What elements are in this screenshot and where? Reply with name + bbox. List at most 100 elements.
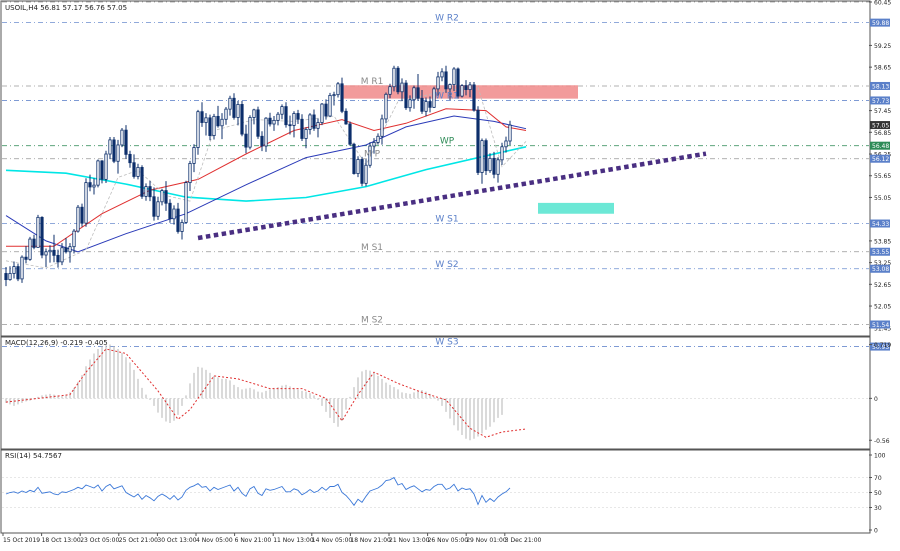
candle — [296, 109, 300, 124]
candle — [472, 81, 476, 112]
price-tag-label: 56.48 — [872, 143, 889, 150]
candle — [308, 113, 312, 135]
rsi-pane — [0, 449, 871, 534]
rsi-line — [5, 476, 511, 507]
candle-body — [320, 103, 324, 123]
candle — [216, 105, 220, 128]
candle-body — [380, 118, 384, 137]
candle-body — [140, 167, 144, 197]
candle — [44, 248, 48, 267]
candle-body — [164, 190, 168, 204]
candle-body — [336, 83, 340, 96]
candle-body — [508, 124, 512, 142]
candle-body — [196, 111, 200, 148]
candle — [108, 137, 112, 160]
candle-body — [316, 122, 320, 129]
candle-body — [280, 106, 284, 115]
candle — [156, 196, 160, 220]
candle-body — [392, 67, 396, 88]
candle-body — [48, 249, 52, 253]
candle — [340, 77, 344, 114]
candle — [388, 83, 392, 99]
candle — [464, 80, 468, 96]
price-tag-label: 54.33 — [872, 221, 889, 228]
candle — [352, 142, 356, 175]
candle — [480, 138, 484, 184]
candle — [344, 108, 348, 125]
candle-body — [88, 182, 92, 188]
pivot-label: W S3 — [435, 338, 458, 348]
candle — [420, 89, 424, 114]
rsi-tick-label: 100 — [874, 453, 886, 460]
candle-body — [136, 167, 140, 177]
candle-body — [332, 94, 336, 97]
candle — [176, 202, 180, 234]
x-tick-label: 14 Nov 05:00 — [312, 537, 353, 544]
candle-body — [84, 182, 88, 224]
candle — [248, 115, 252, 150]
candle — [24, 245, 28, 264]
candle-body — [384, 93, 388, 120]
candle — [416, 74, 420, 101]
price-tag-label: 57.05 — [872, 122, 889, 129]
candle — [436, 71, 440, 96]
candle — [268, 112, 272, 127]
candle — [292, 111, 296, 138]
target-zone — [538, 202, 614, 214]
candle — [468, 81, 472, 98]
candle-body — [484, 140, 488, 172]
candle-body — [460, 85, 464, 97]
x-tick-label: 30 Oct 13:00 — [157, 537, 196, 544]
rsi-tick-label: 70 — [874, 475, 882, 482]
candle — [60, 243, 64, 266]
candle-body — [228, 97, 232, 110]
candle — [168, 199, 172, 223]
candle-body — [72, 230, 76, 248]
candle — [364, 159, 368, 187]
candle — [392, 65, 396, 92]
candle — [256, 106, 260, 139]
candle — [456, 67, 460, 99]
candle — [444, 65, 448, 93]
rsi-tick-label: 30 — [874, 505, 882, 512]
candle — [40, 216, 44, 259]
candle-body — [232, 97, 236, 118]
candle — [160, 188, 164, 206]
candle — [244, 124, 248, 154]
candle — [368, 142, 372, 168]
candle — [332, 91, 336, 106]
candle — [508, 120, 512, 145]
price-tag — [870, 96, 890, 105]
candle — [72, 228, 76, 254]
pivot-label: M P — [364, 150, 381, 160]
candle-body — [356, 159, 360, 174]
candle-body — [480, 140, 484, 173]
candle — [400, 78, 404, 102]
candle-body — [272, 119, 276, 125]
macd-title: MACD(12,26,9) -0.219 -0.405 — [5, 339, 108, 347]
candle-body — [300, 118, 304, 139]
candle-body — [444, 71, 448, 90]
x-tick-label: 23 Oct 05:00 — [80, 537, 119, 544]
candle — [452, 67, 456, 92]
candle — [172, 205, 176, 225]
main-title: USOIL,H4 56.81 57.17 56.76 57.05 — [5, 4, 127, 12]
pivot-label: W R1 — [435, 91, 459, 101]
candle-body — [160, 190, 164, 203]
price-tick-label: 58.65 — [874, 65, 891, 72]
candle — [208, 114, 212, 141]
candle-body — [448, 84, 452, 90]
candle — [304, 127, 308, 149]
price-tag-label: 59.88 — [872, 20, 889, 27]
x-tick-label: 25 Oct 21:00 — [119, 537, 158, 544]
candle — [432, 86, 436, 109]
price-tag — [870, 219, 890, 228]
candle — [232, 93, 236, 120]
price-tick-label: 59.25 — [874, 43, 891, 50]
candle — [236, 100, 240, 126]
candle — [500, 142, 504, 165]
candle-body — [64, 247, 68, 253]
candle — [124, 125, 128, 159]
candle-body — [324, 103, 328, 117]
candle — [412, 85, 416, 109]
